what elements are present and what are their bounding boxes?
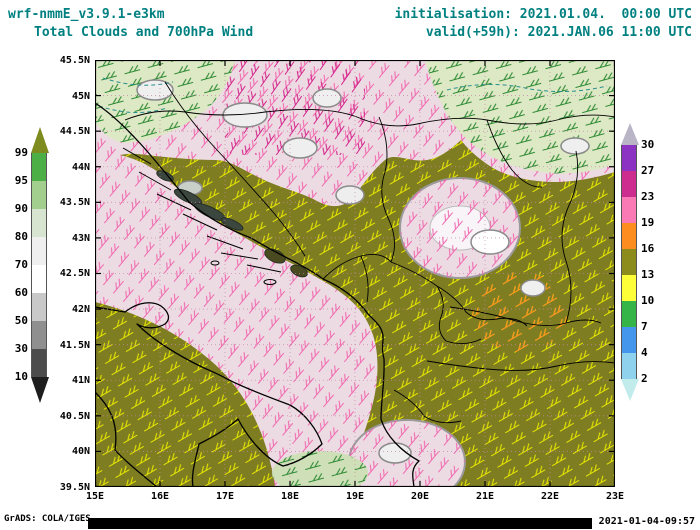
lat-tick-label: 43N <box>71 232 90 244</box>
colorbar-tick-label: 16 <box>641 242 655 255</box>
wind-barbs-orange <box>472 272 568 352</box>
lat-tick-label: 44.5N <box>59 126 90 138</box>
lat-tick-label: 42N <box>71 304 90 316</box>
colorbar-tick-label: 70 <box>14 258 28 271</box>
footer-black-bar <box>88 518 592 529</box>
colorbar-tick-label: 10 <box>14 370 28 383</box>
lat-tick-label: 42.5N <box>59 268 90 280</box>
colorbar-tick-label: 4 <box>641 346 648 359</box>
colorbar-segment <box>31 153 47 181</box>
header-left: wrf-nmmE_v3.9.1-e3km Total Clouds and 70… <box>8 6 253 42</box>
lon-tick-label: 17E <box>215 491 235 502</box>
lon-tick-label: 15E <box>85 491 105 502</box>
lon-tick-label: 16E <box>150 491 170 502</box>
colorbar-arrow-up <box>621 123 639 145</box>
colorbar-tick-label: 80 <box>14 230 28 243</box>
colorbar-segment <box>31 349 47 377</box>
lon-tick-label: 23E <box>605 491 625 502</box>
lat-tick-label: 41.5N <box>59 339 90 351</box>
colorbar-tick-label: 30 <box>14 342 28 355</box>
colorbar-segment <box>31 237 47 265</box>
colorbar-segment <box>621 171 637 197</box>
colorbar-tick-label: 7 <box>641 320 648 333</box>
lat-tick-label: 40N <box>71 446 90 458</box>
colorbar-segment <box>621 275 637 301</box>
colorbar-segment <box>31 293 47 321</box>
lon-tick-label: 19E <box>345 491 365 502</box>
lat-tick-label: 45.5N <box>59 55 90 66</box>
init-time-label: initialisation: 2021.01.04. 00:00 UTC <box>394 7 692 22</box>
chart-title: Total Clouds and 700hPa Wind <box>34 25 254 40</box>
colorbar-tick-label: 13 <box>641 268 655 281</box>
dense-cloud-dark-patches <box>156 170 308 278</box>
cloud-cover-colorbar <box>31 127 49 403</box>
lat-tick-label: 40.5N <box>59 410 90 422</box>
colorbar-arrow-down <box>621 379 639 401</box>
teal-contour-lines <box>98 77 608 114</box>
colorbar-segment <box>621 353 637 379</box>
colorbar-tick-label: 23 <box>641 190 655 203</box>
cloud-edge-contours <box>136 79 590 464</box>
lon-tick-label: 21E <box>475 491 495 502</box>
colorbar-tick-label: 95 <box>14 174 28 187</box>
colorbar-tick-label: 10 <box>641 294 655 307</box>
wind-speed-colorbar <box>621 123 639 401</box>
colorbar-segment <box>621 249 637 275</box>
model-version-label: wrf-nmmE_v3.9.1-e3km <box>8 7 165 22</box>
render-timestamp: 2021-01-04-09:57 <box>598 516 695 527</box>
lon-tick-label: 18E <box>280 491 300 502</box>
colorbar-tick-label: 19 <box>641 216 655 229</box>
colorbar-arrow-down <box>31 377 49 403</box>
valid-time-label: valid(+59h): 2021.JAN.06 11:00 UTC <box>425 25 692 40</box>
map-plot <box>95 60 615 487</box>
colorbar-segment <box>31 181 47 209</box>
colorbar-segment <box>621 301 637 327</box>
colorbar-segment <box>621 145 637 171</box>
lat-tick-label: 44N <box>71 161 90 173</box>
lat-tick-label: 39.5N <box>59 481 90 493</box>
grid-layer <box>95 60 615 487</box>
colorbar-tick-label: 99 <box>14 146 28 159</box>
colorbar-segment <box>31 321 47 349</box>
grads-credit: GrADS: COLA/IGES <box>4 514 91 524</box>
coastline <box>95 102 420 487</box>
colorbar-segment <box>621 197 637 223</box>
tick-marks <box>95 60 615 487</box>
lon-tick-label: 20E <box>410 491 430 502</box>
lat-tick-label: 41N <box>71 375 90 387</box>
country-borders <box>124 81 615 424</box>
colorbar-segment <box>621 327 637 353</box>
colorbar-segment <box>31 265 47 293</box>
colorbar-tick-label: 27 <box>641 164 655 177</box>
lat-tick-label: 43.5N <box>59 197 90 209</box>
colorbar-tick-label: 60 <box>14 286 28 299</box>
colorbar-tick-label: 90 <box>14 202 28 215</box>
islands <box>122 147 282 285</box>
colorbar-tick-label: 2 <box>641 372 648 385</box>
lon-tick-label: 22E <box>540 491 560 502</box>
colorbar-segment <box>621 223 637 249</box>
colorbar-tick-label: 30 <box>641 138 655 151</box>
colorbar-tick-label: 50 <box>14 314 28 327</box>
colorbar-arrow-up <box>31 127 49 153</box>
colorbar-segment <box>31 209 47 237</box>
lat-tick-label: 45N <box>71 90 90 102</box>
header-right: initialisation: 2021.01.04. 00:00 UTC va… <box>395 6 692 42</box>
